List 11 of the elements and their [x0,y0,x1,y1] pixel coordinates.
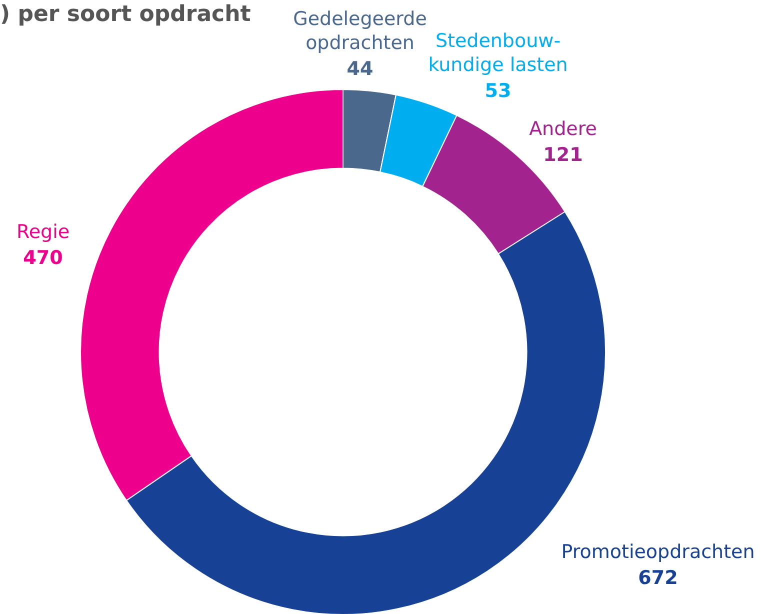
data-label: 470 [23,246,63,269]
data-label: 44 [346,58,374,80]
slice-label: Promotieopdrachten [561,540,755,563]
data-label: 53 [484,80,512,102]
data-label: 672 [638,566,678,589]
slice-label: Stedenbouw- kundige lasten [428,30,568,76]
slice-label: Gedelegeerde opdrachten [293,8,427,54]
slice-label: Regie [16,220,70,243]
chart-title: ) per soort opdracht [0,2,251,27]
data-label: 121 [543,144,583,166]
slice-label: Andere [529,118,597,140]
